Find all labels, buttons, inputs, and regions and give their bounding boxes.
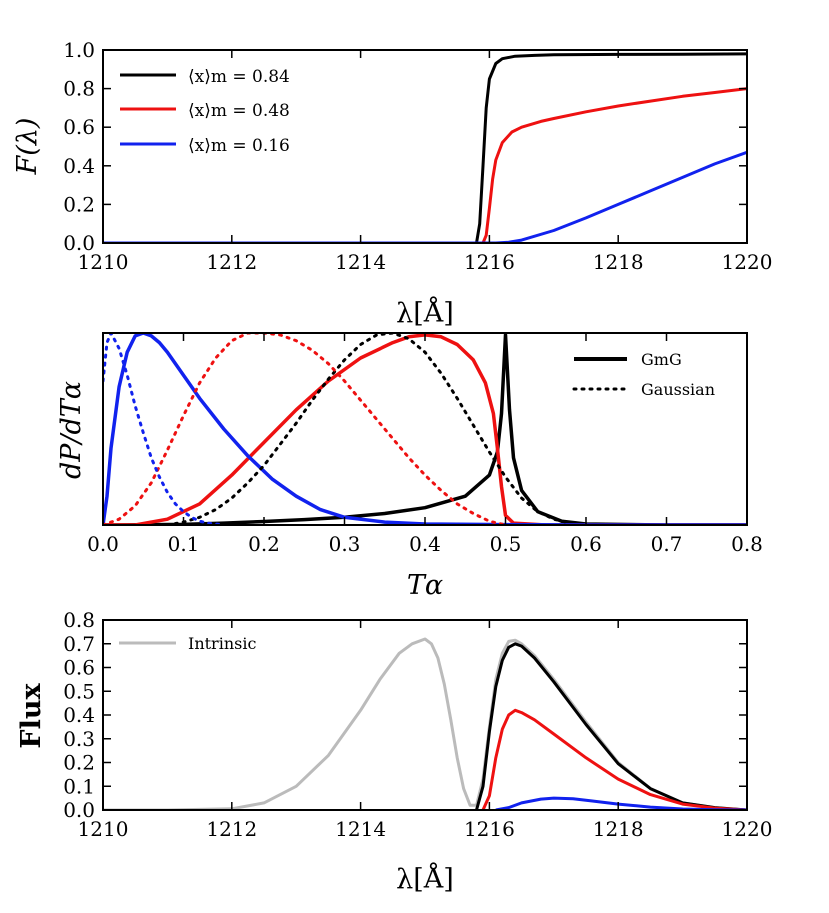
ytick-label: 0.6 — [63, 115, 95, 139]
series-line-0-1 — [103, 87, 747, 243]
ytick-label: 0.4 — [63, 154, 95, 178]
xtick-label: 0.8 — [731, 532, 763, 556]
series-line-0-0 — [103, 52, 747, 243]
series-line-2-3 — [495, 796, 747, 810]
flux-fraction-panel: 1210 1212 1214 1216 1218 1220 0.0 0.2 0.4 0.6 0.8 1… — [12, 38, 772, 329]
legend-label-intrinsic: Intrinsic — [188, 634, 256, 653]
ytick-label: 0.1 — [63, 774, 95, 798]
legend-label-016: ⟨x⟩m = 0.16 — [188, 136, 290, 156]
xlabel-top: λ[Å] — [396, 296, 454, 329]
series-line-1-4 — [103, 333, 507, 525]
ticks-bottom: 1210 1212 1214 1216 1218 12200.00.10.20.30.40… — [63, 608, 772, 841]
series-layer-bottom — [103, 637, 747, 810]
legend-top: ⟨x⟩m = 0.84 ⟨x⟩m = 0.48 ⟨x⟩m = 0.16 — [120, 67, 290, 156]
xtick-label: 1212 — [206, 817, 257, 841]
ylabel-top: F(λ) — [12, 118, 43, 176]
ytick-label: 0.2 — [63, 751, 95, 775]
xtick-label: 1210 — [78, 817, 129, 841]
xtick-label: 0.5 — [490, 532, 522, 556]
xtick-label: 1214 — [335, 250, 386, 274]
pdf-panel: 0.0 0.1 0.2 0.3 0.4 0.5 0.6 0.7 0.8 Tα dP/dTα Gm… — [56, 332, 763, 601]
xtick-label: 1216 — [464, 250, 515, 274]
xtick-label: 1220 — [722, 250, 773, 274]
xtick-label: 0.4 — [409, 532, 441, 556]
series-line-1-3 — [165, 333, 572, 525]
ytick-label: 0.8 — [63, 77, 95, 101]
line-profile-panel: 1210 1212 1214 1216 1218 12200.00.10.20.30.40… — [16, 608, 772, 895]
legend-middle: GmG Gaussian — [572, 350, 715, 399]
series-line-2-0 — [103, 637, 747, 810]
xtick-label: 1218 — [593, 250, 644, 274]
ytick-label: 0.7 — [63, 632, 95, 656]
xtick-label: 1214 — [335, 817, 386, 841]
ytick-label: 0.5 — [63, 679, 95, 703]
xtick-label: 0.1 — [168, 532, 200, 556]
ytick-label: 0.6 — [63, 656, 95, 680]
plot-frame-top — [102, 49, 748, 244]
legend-label-084: ⟨x⟩m = 0.84 — [188, 67, 290, 87]
series-line-2-2 — [481, 708, 747, 810]
ylabel-middle: dP/dTα — [56, 381, 87, 479]
ytick-label: 0.3 — [63, 727, 95, 751]
ylabel-bottom: Flux — [16, 683, 47, 749]
ytick-label: 0.0 — [63, 798, 95, 822]
xtick-label: 1212 — [206, 250, 257, 274]
ticks-top: 1210 1212 1214 1216 1218 1220 0.0 0.2 0.4 0.6 0.8 1… — [63, 38, 772, 274]
xtick-label: 0.7 — [651, 532, 683, 556]
legend-label-gmg: GmG — [641, 350, 682, 369]
xtick-label: 1210 — [78, 250, 129, 274]
xlabel-bottom: λ[Å] — [396, 862, 454, 895]
xtick-label: 1216 — [464, 817, 515, 841]
ytick-label: 0.2 — [63, 192, 95, 216]
xtick-label: 1220 — [722, 817, 773, 841]
xtick-label: 1218 — [593, 817, 644, 841]
legend-bottom: Intrinsic — [119, 634, 256, 653]
legend-label-gaussian: Gaussian — [641, 380, 715, 399]
ticks-middle: 0.0 0.1 0.2 0.3 0.4 0.5 0.6 0.7 0.8 — [87, 333, 763, 556]
xtick-label: 0.6 — [570, 532, 602, 556]
ytick-label: 1.0 — [63, 38, 95, 62]
legend-label-048: ⟨x⟩m = 0.48 — [188, 101, 290, 121]
xlabel-middle: Tα — [407, 570, 443, 601]
ytick-label: 0.4 — [63, 703, 95, 727]
series-line-0-2 — [103, 150, 747, 243]
xtick-label: 0.0 — [87, 532, 119, 556]
xtick-label: 0.2 — [248, 532, 280, 556]
ytick-label: 0.8 — [63, 608, 95, 632]
ytick-label: 0.0 — [63, 231, 95, 255]
series-layer-middle — [103, 333, 747, 525]
xtick-label: 0.3 — [329, 532, 361, 556]
series-line-2-1 — [475, 642, 747, 810]
series-line-1-5 — [103, 333, 226, 525]
